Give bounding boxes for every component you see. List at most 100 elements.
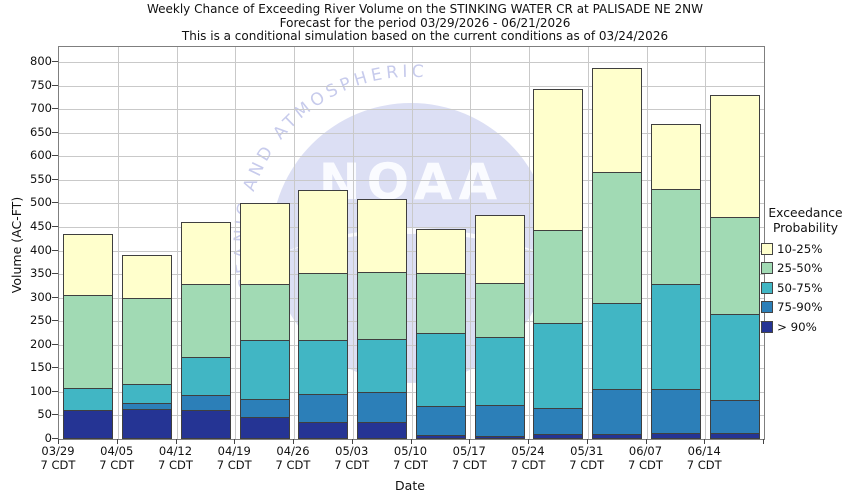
bar-segment-75-90% (710, 400, 759, 434)
x-tick-label: 05/17 7 CDT (451, 444, 487, 472)
bar-03/29 (63, 234, 114, 439)
gridline-vertical (470, 47, 471, 439)
y-tick-mark (52, 61, 58, 63)
legend-swatch (761, 242, 773, 255)
bar-segment-25-50% (64, 294, 113, 389)
y-tick-label: 50 (37, 407, 52, 422)
legend-entries: 10-25% 25-50% 50-75% 75-90% > 90% (761, 239, 850, 337)
bar-segment-25-50% (710, 216, 759, 314)
bar-segment-> 90% (123, 409, 172, 438)
x-tick-mark (293, 439, 294, 444)
bar-segment-> 90% (475, 436, 524, 438)
bar-segment-50-75% (240, 339, 289, 400)
y-tick-label: 300 (30, 289, 52, 304)
y-tick-label: 100 (30, 383, 52, 398)
bar-segment-10-25% (64, 235, 113, 295)
bar-segment-75-90% (240, 399, 289, 418)
legend-label: 10-25% (777, 241, 823, 256)
legend-title-line1: Exceedance (768, 206, 843, 220)
bar-segment-> 90% (64, 409, 113, 438)
bar-segment-75-90% (299, 393, 348, 422)
bar-segment-25-50% (475, 283, 524, 338)
x-tick-mark (704, 439, 706, 444)
bar-segment-75-90% (593, 388, 642, 435)
y-tick-label: 350 (30, 266, 52, 281)
bar-segment-10-25% (240, 204, 289, 284)
bar-04/05 (122, 255, 173, 439)
y-tick-label: 200 (30, 336, 52, 351)
bar-segment-50-75% (299, 339, 348, 394)
bar-05/17 (474, 214, 525, 439)
bar-segment-75-90% (416, 406, 465, 436)
legend-swatch (761, 301, 773, 314)
bar-segment-10-25% (710, 96, 759, 217)
x-tick-mark (175, 439, 177, 444)
legend-title: Exceedance Probability (761, 206, 850, 235)
legend-label: 75-90% (777, 300, 823, 315)
x-tick-mark (586, 439, 588, 444)
y-tick-mark (52, 202, 58, 204)
bar-04/12 (180, 222, 231, 439)
gridline-vertical (529, 47, 530, 439)
y-tick-label: 500 (30, 195, 52, 210)
x-tick-mark (116, 439, 118, 444)
gridline-vertical (177, 47, 178, 439)
x-tick-mark (469, 439, 471, 444)
y-tick-mark (52, 320, 58, 322)
legend-swatch (761, 320, 773, 333)
bar-segment-50-75% (416, 333, 465, 407)
y-tick-mark (52, 273, 58, 275)
bar-segment-10-25% (181, 223, 230, 284)
chart-title-line1: Weekly Chance of Exceeding River Volume … (146, 2, 704, 16)
x-tick-label: 05/10 7 CDT (393, 444, 428, 472)
y-tick-mark (52, 296, 58, 298)
legend-label: > 90% (777, 319, 817, 334)
y-tick-label: 450 (30, 218, 52, 233)
bar-05/03 (357, 199, 408, 439)
bar-segment-50-75% (593, 302, 642, 389)
bar-segment-50-75% (651, 283, 700, 389)
gridline-vertical (353, 47, 354, 439)
bar-segment-10-25% (416, 230, 465, 274)
y-tick-label: 600 (30, 148, 52, 163)
gridline-vertical (294, 47, 295, 439)
x-tick-mark (528, 439, 529, 444)
x-tick-mark (351, 439, 353, 444)
x-tick-mark (763, 439, 764, 444)
x-tick-mark (645, 439, 647, 444)
bar-segment-25-50% (299, 273, 348, 340)
bar-segment-25-50% (534, 229, 583, 323)
legend-entry-75-90%: 75-90% (761, 298, 850, 318)
x-tick-label: 05/03 7 CDT (334, 444, 370, 472)
bar-segment-10-25% (475, 215, 524, 284)
x-tick-label: 06/14 7 CDT (686, 444, 722, 472)
legend-entry-> 90%: > 90% (761, 317, 850, 337)
legend: Exceedance Probability 10-25% 25-50% 50-75… (761, 206, 850, 337)
bar-06/07 (650, 124, 701, 439)
y-tick-mark (52, 438, 58, 439)
legend-entry-10-25%: 10-25% (761, 239, 850, 259)
bar-segment-25-50% (240, 283, 289, 340)
bar-05/10 (415, 229, 466, 439)
legend-entry-50-75%: 50-75% (761, 278, 850, 298)
gridline-horizontal (59, 391, 764, 393)
bar-segment-10-25% (651, 125, 700, 189)
plot-area: NOAA L OCEANIC AND ATMOSPHERIC (58, 46, 765, 440)
bar-segment-> 90% (181, 409, 230, 438)
chart-title-line3: This is a conditional simulation based o… (181, 29, 669, 43)
y-tick-label: 800 (30, 54, 52, 69)
bar-segment-50-75% (181, 357, 230, 395)
y-tick-mark (52, 108, 58, 110)
bar-segment-> 90% (299, 421, 348, 438)
bar-segment-75-90% (475, 405, 524, 437)
bar-segment-10-25% (593, 69, 642, 173)
y-tick-label: 750 (30, 77, 52, 92)
legend-swatch (761, 281, 773, 294)
bar-segment-> 90% (593, 434, 642, 438)
y-tick-label: 150 (30, 360, 52, 375)
gridline-vertical (647, 47, 648, 439)
bar-segment-25-50% (181, 283, 230, 358)
bar-06/14 (709, 95, 760, 439)
x-tick-label: 06/07 7 CDT (628, 444, 663, 472)
legend-swatch (761, 262, 773, 275)
